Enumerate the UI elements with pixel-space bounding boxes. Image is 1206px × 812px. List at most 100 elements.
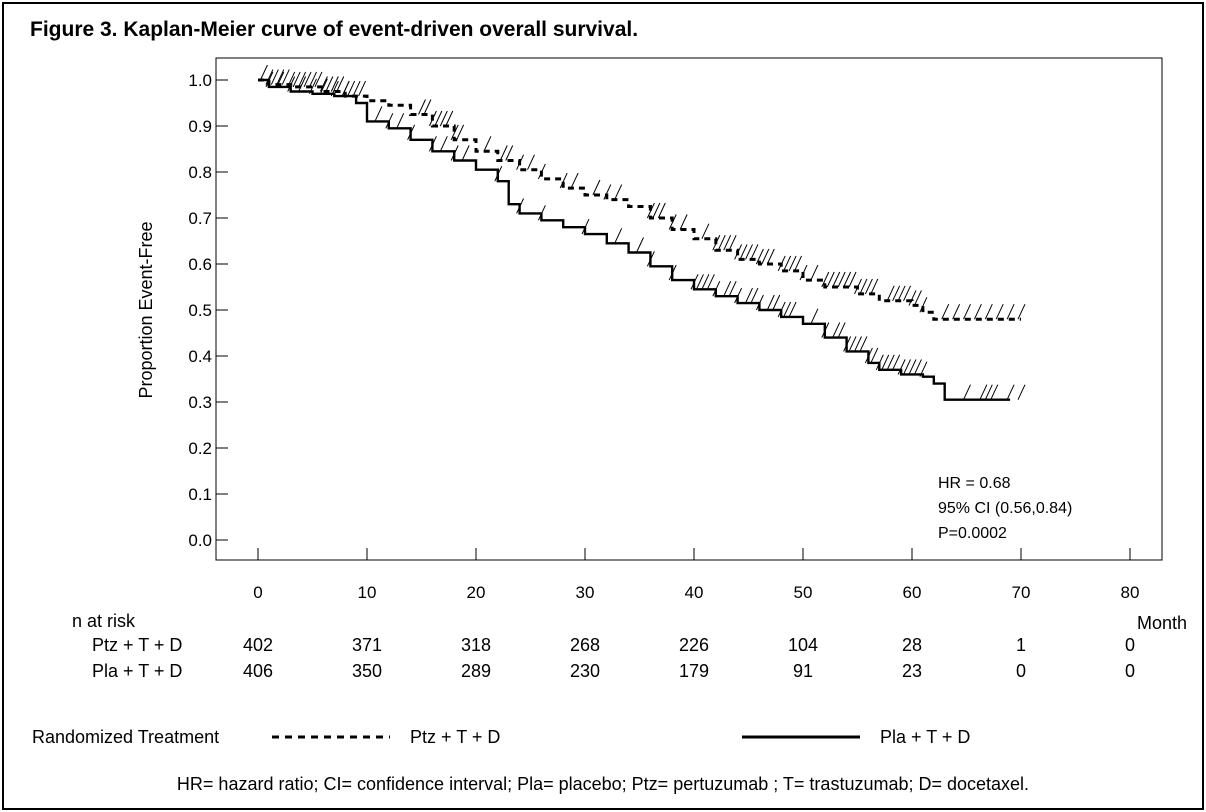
censor-mark [783,255,792,272]
censor-mark [319,78,328,95]
censor-mark [456,124,465,141]
censor-mark [913,290,922,306]
censor-mark [336,76,345,92]
risk-cell: 402 [243,635,273,655]
censor-mark [341,80,350,97]
censor-mark [941,303,950,320]
risk-cell: 0 [1125,661,1135,681]
censor-mark [527,154,535,170]
censor-mark [537,205,546,221]
censor-mark [374,106,383,122]
censor-mark [303,71,312,88]
censor-mark [984,384,993,400]
censor-mark [270,69,279,85]
censor-mark [837,322,846,338]
censor-mark [314,71,323,88]
censor-mark [516,198,525,214]
censor-mark [352,80,361,97]
censor-mark [319,76,328,92]
censor-mark [679,214,688,230]
censor-mark [788,301,797,318]
censor-mark [892,285,901,302]
censor-mark [668,264,677,281]
censor-mark [723,234,732,251]
censor-mark [287,76,296,92]
censor-mark [963,384,971,400]
risk-row-label: Pla + T + D [92,661,182,681]
y-tick-label: 0.2 [188,439,212,458]
censor-mark [614,228,623,244]
footnote: HR= hazard ratio; CI= confidence interva… [176,774,1030,794]
censor-mark [701,223,710,239]
censor-mark [903,359,912,375]
risk-cell: 406 [243,661,273,681]
censor-mark [499,145,508,161]
censor-mark [794,255,803,272]
censor-mark [428,136,437,152]
censor-mark [734,244,743,260]
censor-mark [750,244,759,260]
censor-mark [979,384,988,400]
censor-mark [706,274,715,290]
censor-mark [772,294,781,311]
censor-mark [734,287,743,304]
x-tick-label: 60 [903,583,922,602]
censor-mark [973,303,982,320]
x-tick-label: 30 [576,583,595,602]
x-tick-label: 20 [467,583,486,602]
censor-mark [423,99,432,115]
risk-cell: 1 [1016,635,1026,655]
x-tick-label: 0 [253,583,262,602]
censor-mark [439,136,448,152]
censor-mark [810,308,819,325]
risk-cell: 104 [788,635,818,655]
censor-mark [309,78,317,95]
censor-mark [755,294,764,311]
y-tick-label: 0.0 [188,531,212,550]
censor-mark [777,301,786,318]
x-tick-label: 70 [1012,583,1031,602]
risk-cell: 318 [461,635,491,655]
censor-mark [799,264,808,281]
censor-mark [761,248,770,265]
censor-mark [418,99,426,115]
risk-row-label: Ptz + T + D [92,635,182,655]
censor-mark [854,336,862,352]
censor-mark [450,124,459,141]
risk-cell: 23 [902,661,922,681]
censor-mark [450,145,459,161]
censor-mark [864,347,873,364]
censor-mark [783,301,792,318]
risk-cell: 289 [461,661,491,681]
censor-mark [843,271,852,288]
censor-mark [821,322,830,338]
y-tick-label: 0.4 [188,347,212,366]
series-layer [258,64,1026,401]
legend-item-pla: Pla + T + D [880,727,970,747]
censor-mark [821,271,830,288]
censor-mark [728,234,737,251]
censor-mark [897,359,906,375]
risk-cell: 179 [679,661,709,681]
censor-mark [755,248,764,265]
censor-mark [636,237,644,253]
censor-mark [516,154,525,170]
censor-mark [848,336,857,352]
censor-mark [603,184,612,200]
censor-mark [461,145,470,161]
censor-mark [995,303,1004,320]
censor-mark [766,248,775,265]
censor-mark [358,80,367,97]
censor-mark [903,285,912,302]
censor-mark [723,280,732,297]
risk-cell: 226 [679,635,709,655]
censor-mark [330,76,339,92]
censor-mark [494,165,503,182]
censor-mark [265,69,274,85]
risk-cell: 28 [902,635,922,655]
censor-mark [298,71,307,88]
censor-mark [428,110,437,127]
censor-mark [330,80,339,97]
censor-mark [897,285,906,302]
